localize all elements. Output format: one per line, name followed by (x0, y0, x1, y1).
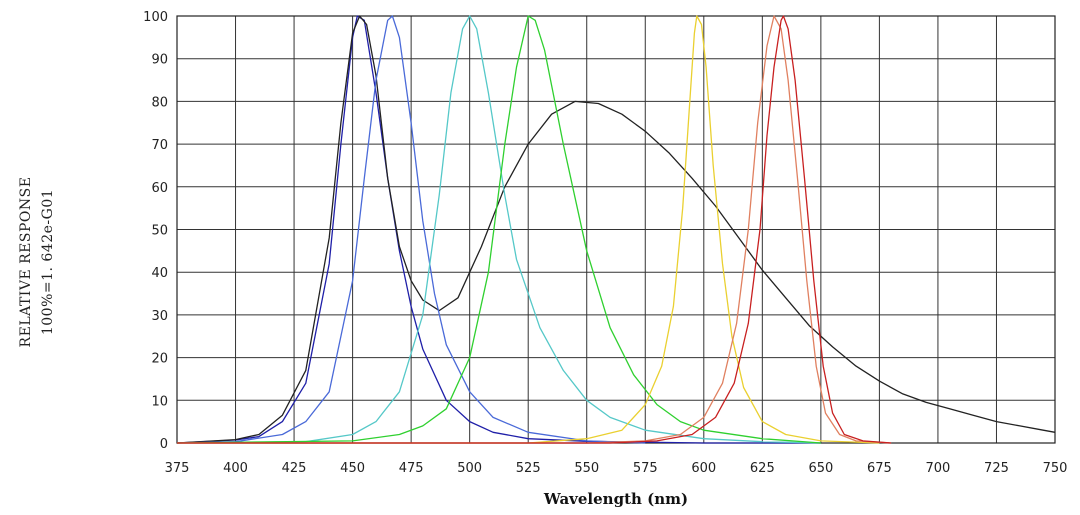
y-tick-label: 70 (151, 138, 168, 153)
y-tick-label: 60 (151, 181, 168, 196)
series-layer (176, 15, 1056, 444)
series-line-2 (176, 15, 1056, 444)
y-tick-label: 40 (151, 266, 168, 281)
y-axis-label-line-2: 100%=1. 642e-G01 (40, 189, 56, 335)
x-tick-label: 400 (223, 461, 248, 476)
x-tick-label: 650 (808, 461, 833, 476)
y-tick-label: 30 (151, 309, 168, 324)
y-tick-label: 100 (143, 10, 168, 25)
x-tick-label: 475 (399, 461, 424, 476)
series-line-5 (176, 15, 821, 444)
x-tick-label: 575 (633, 461, 658, 476)
y-tick-labels: 0 10 20 30 40 50 60 70 80 90 100 (143, 10, 168, 452)
y-tick-label: 50 (151, 224, 168, 239)
series-line-7 (177, 15, 892, 444)
x-tick-label: 500 (457, 461, 482, 476)
series-line-1 (176, 15, 821, 444)
y-tick-label: 80 (151, 95, 168, 110)
series-line-8 (177, 15, 892, 444)
x-tick-label: 625 (750, 461, 775, 476)
x-tick-label: 750 (1043, 461, 1068, 476)
y-tick-label: 0 (160, 437, 168, 452)
x-axis-label: Wavelength (nm) (543, 490, 688, 508)
x-tick-labels: 375 400 425 450 475 500 525 550 575 600 625 650 675 7… (165, 461, 1068, 476)
series-line-6 (177, 15, 880, 444)
x-tick-label: 600 (691, 461, 716, 476)
grid-lines (176, 15, 1056, 444)
x-tick-label: 550 (574, 461, 599, 476)
y-axis-label: RELATIVE RESPONSE 100%=1. 642e-G01 (18, 177, 56, 348)
y-tick-label: 90 (151, 53, 168, 68)
y-tick-label: 20 (151, 352, 168, 367)
y-axis-label-line-1: RELATIVE RESPONSE (18, 177, 34, 348)
x-tick-label: 375 (165, 461, 190, 476)
y-tick-label: 10 (151, 394, 168, 409)
x-tick-label: 425 (282, 461, 307, 476)
series-line-3 (176, 15, 646, 444)
x-tick-label: 700 (926, 461, 951, 476)
x-tick-label: 525 (516, 461, 541, 476)
x-tick-label: 675 (867, 461, 892, 476)
x-tick-label: 725 (984, 461, 1009, 476)
x-tick-label: 450 (340, 461, 365, 476)
